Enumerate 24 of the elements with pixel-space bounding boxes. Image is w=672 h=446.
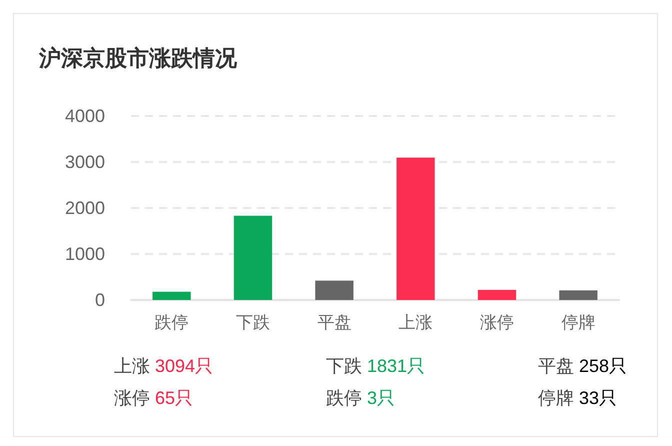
x-tick-label: 跌停 (154, 313, 189, 332)
x-tick-label: 涨停 (480, 313, 514, 332)
chart-title: 沪深京股市涨跌情况 (38, 46, 238, 70)
y-tick-label: 0 (94, 290, 105, 310)
text: 上涨 3094只 (114, 356, 214, 376)
bar (559, 290, 598, 300)
bar (396, 158, 435, 300)
y-tick-label: 4000 (64, 106, 105, 126)
text: 涨停 65只 (114, 388, 194, 408)
y-tick-label: 3000 (64, 152, 105, 172)
bar (315, 280, 354, 300)
bar (234, 216, 272, 300)
x-tick-label: 上涨 (398, 313, 433, 332)
x-tick-label: 平盘 (317, 313, 352, 332)
x-tick-label: 停牌 (561, 313, 596, 332)
text: 下跌 1831只 (326, 356, 426, 376)
x-tick-label: 下跌 (236, 313, 270, 332)
text: 平盘 258只 (538, 356, 628, 376)
text: 停牌 33只 (538, 388, 618, 408)
text: 跌停 3只 (326, 388, 396, 408)
bar (478, 290, 516, 300)
bar (152, 292, 191, 300)
y-tick-label: 1000 (64, 244, 105, 264)
y-tick-label: 2000 (64, 198, 105, 218)
